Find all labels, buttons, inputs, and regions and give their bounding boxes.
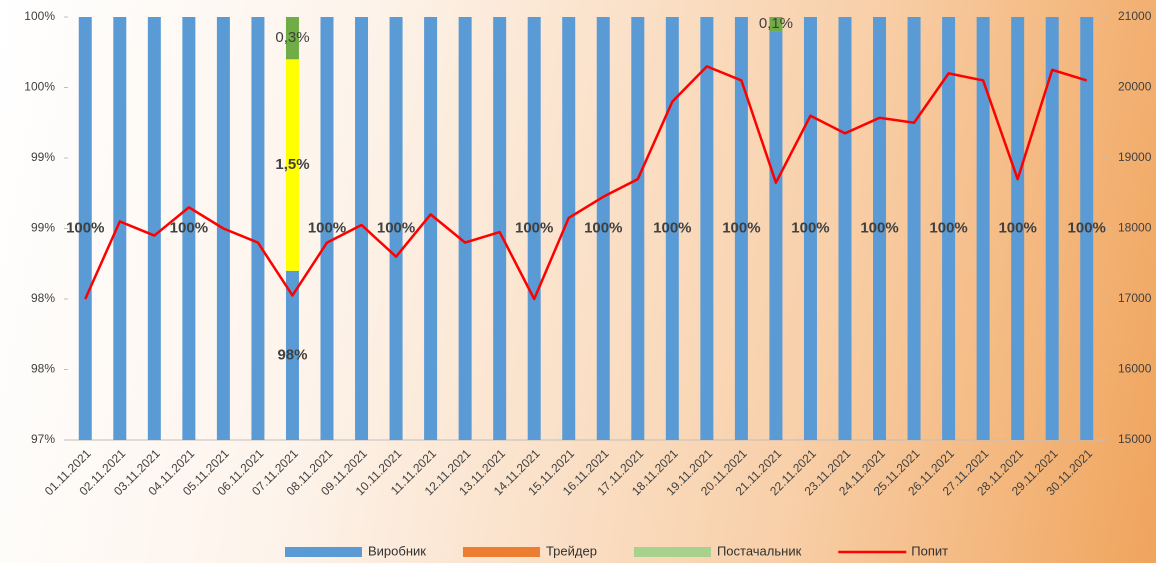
data-label: 100% (1068, 219, 1106, 236)
bar-segment (838, 17, 852, 440)
y2-tick-label: 16000 (1118, 362, 1152, 376)
bar-segment (907, 17, 921, 440)
bar-segment (976, 17, 990, 440)
bar-segment (596, 17, 610, 440)
legend-swatch (462, 547, 540, 557)
data-label: 100% (66, 219, 104, 236)
bar-segment (424, 17, 438, 440)
bar-segment (769, 17, 783, 32)
bar-segment (113, 17, 127, 440)
y2-tick-label: 18000 (1118, 221, 1152, 235)
bar-segment (873, 17, 887, 440)
y2-tick-label: 17000 (1118, 291, 1152, 305)
data-label: 100% (722, 219, 760, 236)
bar-segment (527, 17, 541, 440)
bar-segment (493, 17, 507, 440)
data-label: 100% (860, 219, 898, 236)
data-label: 100% (584, 219, 622, 236)
bar-segment (285, 17, 299, 60)
data-label: 100% (653, 219, 691, 236)
data-label: 100% (998, 219, 1036, 236)
data-label: 0,1% (759, 15, 793, 32)
bar-segment (1011, 17, 1025, 440)
legend-label: Трейдер (546, 543, 597, 558)
y-tick-label: 99% (31, 221, 55, 235)
y-tick-label: 100% (24, 9, 55, 23)
y-tick-label: 99% (31, 150, 55, 164)
y-tick-label: 98% (31, 291, 55, 305)
y2-tick-label: 20000 (1118, 80, 1152, 94)
data-label: 100% (929, 219, 967, 236)
bar-segment (665, 17, 679, 440)
bar-segment (1045, 17, 1059, 440)
data-label: 1,5% (275, 156, 309, 173)
bar-segment (942, 17, 956, 440)
bar-segment (631, 17, 645, 440)
bar-segment (389, 17, 403, 440)
line-series (84, 65, 1088, 301)
data-label: 100% (308, 219, 346, 236)
bar-segment (700, 17, 714, 440)
legend-swatch (285, 547, 362, 557)
bar-segment (182, 17, 196, 440)
bar-segment (1080, 17, 1094, 440)
y-tick-label: 97% (31, 432, 55, 446)
y2-tick-label: 21000 (1118, 9, 1152, 23)
y-tick-label: 98% (31, 362, 55, 376)
bar-segment (355, 17, 369, 440)
legend-label: Постачальник (717, 543, 802, 558)
bar-segment (562, 17, 576, 440)
data-label: 100% (791, 219, 829, 236)
y2-tick-label: 19000 (1118, 150, 1152, 164)
bar-segment (285, 59, 299, 271)
data-label: 100% (170, 219, 208, 236)
bar-segment (285, 270, 299, 440)
data-label: 0,3% (275, 29, 309, 46)
bar-segment (320, 17, 334, 440)
data-label: 98% (277, 346, 307, 363)
data-label: 100% (515, 219, 553, 236)
data-label: 100% (377, 219, 415, 236)
bar-segment (147, 17, 161, 440)
legend-label: Попит (911, 543, 948, 558)
bar-segment (734, 17, 748, 440)
y-tick-label: 100% (24, 80, 55, 94)
legend-label: Виробник (368, 543, 426, 558)
y2-tick-label: 15000 (1118, 432, 1152, 446)
bar-segment (458, 17, 472, 440)
bar-segment (769, 31, 783, 440)
bar-segment (78, 17, 92, 440)
legend-swatch (633, 547, 711, 557)
bar-segment (251, 17, 265, 440)
